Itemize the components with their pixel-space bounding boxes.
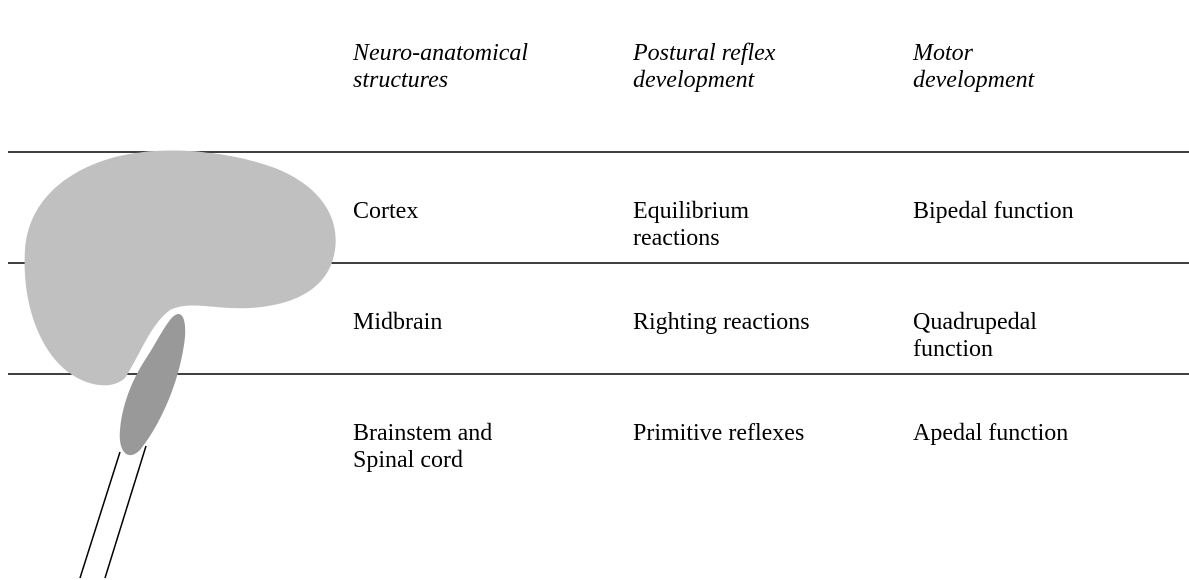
table-cell: Midbrain <box>353 309 443 335</box>
table-cell: function <box>913 336 993 362</box>
column-header: Neuro-anatomical <box>353 40 529 66</box>
column-header: development <box>913 67 1035 93</box>
table-cell: Primitive reflexes <box>633 420 805 446</box>
column-header: Postural reflex <box>633 40 776 66</box>
brainstem-shape <box>119 314 186 456</box>
table-cell: Equilibrium <box>633 198 749 224</box>
table-cell: Bipedal function <box>913 198 1074 224</box>
cerebrum-shape <box>24 150 336 386</box>
column-header: Motor <box>913 40 973 66</box>
column-header: development <box>633 67 755 93</box>
spinal-cord-line <box>79 451 121 579</box>
table-cell: Quadrupedal <box>913 309 1037 335</box>
column-header: structures <box>353 67 449 93</box>
table-cell: Spinal cord <box>353 447 463 473</box>
table-cell: Righting reactions <box>633 309 810 335</box>
table-cell: Apedal function <box>913 420 1069 446</box>
table-cell: Brainstem and <box>353 420 493 446</box>
table-cell: reactions <box>633 225 720 251</box>
spinal-cord-line <box>104 445 147 579</box>
table-cell: Cortex <box>353 198 419 224</box>
